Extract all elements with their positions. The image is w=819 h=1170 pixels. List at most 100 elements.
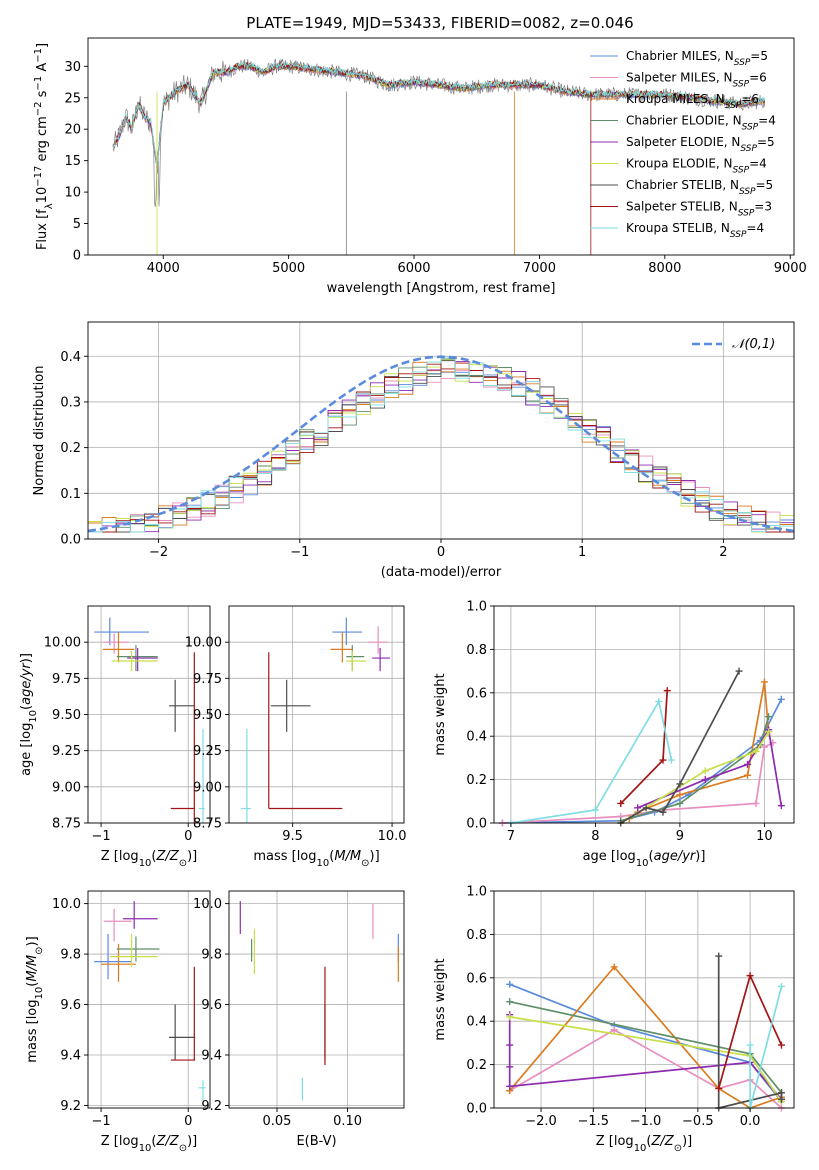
label-part: A bbox=[35, 63, 50, 76]
legend-value: =4 bbox=[749, 157, 767, 171]
legend-sub: SSP bbox=[730, 230, 747, 240]
x-tick-label: 9 bbox=[676, 829, 684, 844]
legend-label: Kroupa ELODIE, NSSP=4 bbox=[626, 157, 767, 176]
label-part: mass weight bbox=[433, 958, 448, 1040]
mass-weight-marker bbox=[777, 802, 785, 810]
y-axis-label: mass weight bbox=[433, 958, 448, 1040]
error-bars bbox=[94, 901, 206, 1101]
x-tick-label: 7000 bbox=[523, 261, 556, 276]
y-tick-label: 9.50 bbox=[52, 708, 81, 723]
label-part: ( bbox=[19, 705, 34, 710]
legend-label: Salpeter STELIB, NSSP=3 bbox=[626, 200, 772, 219]
y-tick-label: 5 bbox=[73, 217, 81, 232]
label-part: ( bbox=[329, 849, 334, 864]
x-tick-label: 9000 bbox=[774, 261, 807, 276]
mass-weight-marker bbox=[617, 799, 625, 807]
y-tick-label: 0.8 bbox=[466, 928, 487, 943]
label-part: 10 bbox=[317, 858, 330, 869]
y-tick-label: 10.0 bbox=[52, 897, 81, 912]
x-axis-label: Z [log10(Z/Z⊙)] bbox=[596, 1134, 693, 1154]
mass-weight-line bbox=[502, 741, 774, 824]
label-part: mass [log bbox=[25, 999, 40, 1062]
x-tick-label: 9.5 bbox=[282, 829, 303, 844]
mass-weight-marker bbox=[765, 713, 773, 721]
x-tick-label: −0.5 bbox=[682, 1114, 714, 1129]
label-part: ( bbox=[25, 982, 40, 987]
label-part: M/M bbox=[334, 849, 361, 864]
y-tick-label: 0.6 bbox=[466, 686, 487, 701]
label-part: age [log bbox=[583, 849, 636, 864]
label-part: ⊙ bbox=[674, 1143, 682, 1154]
panel-mass-vs-ebv: 0.05 0.10 9.2 9.4 9.6 9.8 10.0 E(B-V) bbox=[193, 890, 405, 1149]
label-part: λ bbox=[44, 203, 55, 209]
panel-weight-vs-Z: −2.0 −1.5 −1.0 −0.5 0.0 0.0 0.2 0.4 0.6 0.8 1.0 Z [… bbox=[433, 885, 795, 1154]
legend-label: Salpeter ELODIE, NSSP=5 bbox=[626, 135, 775, 154]
y-tick-label: 9.75 bbox=[52, 672, 81, 687]
label-part: )] bbox=[370, 849, 380, 864]
legend-text: Kroupa ELODIE, N bbox=[626, 157, 733, 171]
legend-value: =3 bbox=[754, 200, 772, 214]
mass-weight-marker bbox=[506, 1082, 514, 1090]
axes-frame bbox=[228, 890, 405, 1109]
y-axis-label: Flux [fλ10−17 erg cm−2 s−1 A−1] bbox=[33, 43, 55, 250]
y-tick-label: 9.25 bbox=[52, 744, 81, 759]
y-axis-label: Normed distribution bbox=[32, 366, 47, 496]
y-tick-label: 20 bbox=[64, 123, 81, 138]
label-part: s bbox=[35, 90, 50, 101]
y-tick-label: 9.00 bbox=[193, 780, 222, 795]
y-tick-label: 9.6 bbox=[201, 998, 222, 1013]
histograms bbox=[88, 355, 794, 533]
x-tick-label: −1.5 bbox=[578, 1114, 610, 1129]
axes-frame bbox=[87, 890, 211, 1109]
y-tick-label: 0.4 bbox=[466, 1015, 487, 1030]
legend-text: Salpeter ELODIE, N bbox=[626, 135, 740, 149]
mass-weight-marker bbox=[765, 728, 773, 736]
label-part: Flux [f bbox=[35, 209, 50, 250]
y-tick-label: 9.00 bbox=[52, 780, 81, 795]
mass-weight-marker bbox=[777, 982, 785, 990]
y-tick-label: 9.6 bbox=[60, 998, 81, 1013]
y-tick-label: 0.2 bbox=[466, 1058, 487, 1073]
mass-weight-marker bbox=[634, 804, 642, 812]
x-tick-label: −1 bbox=[290, 545, 309, 560]
legend-label: 𝒩(0,1) bbox=[732, 337, 775, 352]
legend-value: =6 bbox=[741, 92, 759, 106]
label-part: ( bbox=[151, 1134, 156, 1149]
y-tick-label: 9.75 bbox=[193, 672, 222, 687]
y-tick-label: 0.0 bbox=[60, 533, 81, 548]
label-part: ⊙ bbox=[34, 946, 45, 954]
y-tick-label: 9.4 bbox=[201, 1049, 222, 1064]
error-bars bbox=[239, 901, 399, 1101]
y-tick-label: 9.8 bbox=[201, 948, 222, 963]
label-part: (data-model)/error bbox=[381, 565, 502, 580]
label-part: M/M bbox=[25, 955, 40, 982]
legend-text: Kroupa STELIB, N bbox=[626, 221, 730, 235]
mass-weight-marker bbox=[655, 697, 663, 705]
label-part: wavelength [Angstrom, rest frame] bbox=[327, 281, 556, 296]
label-part: Z/Z bbox=[156, 1134, 180, 1149]
mass-weight-line bbox=[510, 699, 673, 824]
legend-sub: SSP bbox=[733, 166, 750, 176]
label-part: ⊙ bbox=[179, 1143, 187, 1154]
label-part: )] bbox=[695, 849, 705, 864]
y-tick-label: 1.0 bbox=[466, 600, 487, 615]
x-tick-label: 2 bbox=[719, 545, 727, 560]
x-tick-label: 8000 bbox=[648, 261, 681, 276]
legend-label: Kroupa STELIB, NSSP=4 bbox=[626, 221, 764, 240]
legend-sub: SSP bbox=[738, 209, 755, 219]
label-part: )] bbox=[682, 1134, 692, 1149]
legend-text: Chabrier MILES, N bbox=[626, 49, 734, 63]
error-bars bbox=[240, 617, 391, 823]
mass-weight-marker bbox=[744, 771, 752, 779]
label-part: age/yr bbox=[654, 849, 697, 864]
label-part: −1 bbox=[33, 76, 44, 91]
x-tick-label: 0.0 bbox=[740, 1114, 761, 1129]
y-tick-label: 30 bbox=[64, 60, 81, 75]
legend-value: =5 bbox=[750, 49, 768, 63]
mass-weight-marker bbox=[659, 756, 667, 764]
panel-age-vs-mass: 9.5 10.0 8.75 9.00 9.25 9.50 9.75 10.00 mass [lo… bbox=[185, 605, 407, 869]
x-tick-label: −2.0 bbox=[525, 1114, 557, 1129]
legend-sub: SSP bbox=[734, 58, 751, 68]
label-part: Z/Z bbox=[156, 849, 180, 864]
x-tick-label: −1 bbox=[91, 1114, 110, 1129]
